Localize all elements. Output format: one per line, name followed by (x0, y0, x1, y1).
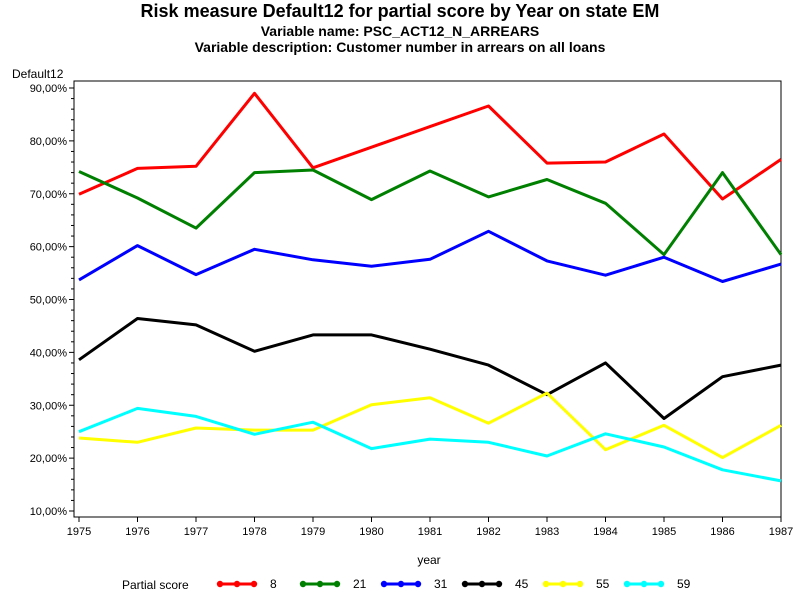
y-tick-label: 80,00% (30, 136, 68, 148)
x-tick-label: 1986 (710, 526, 734, 538)
chart-title: Risk measure Default12 for partial score… (140, 1, 660, 21)
legend-marker (478, 580, 486, 588)
legend-marker (461, 580, 469, 588)
legend-marker (299, 580, 307, 588)
legend-marker (657, 580, 665, 588)
legend-marker (542, 580, 550, 588)
x-tick-label: 1983 (535, 526, 559, 538)
series-line-59 (78, 406, 782, 483)
y-axis-label: Default12 (12, 67, 64, 81)
legend-marker (623, 580, 631, 588)
legend-label-31: 31 (434, 577, 448, 591)
x-tick-label: 1975 (67, 526, 91, 538)
legend-marker (576, 580, 584, 588)
x-tick-label: 1976 (125, 526, 149, 538)
legend-marker (333, 580, 341, 588)
series-line-8 (78, 91, 782, 201)
legend-marker (216, 580, 224, 588)
legend-label-45: 45 (515, 577, 529, 591)
x-tick-label: 1977 (184, 526, 208, 538)
x-tick-label: 1980 (359, 526, 383, 538)
legend-marker (640, 580, 648, 588)
series-line-55 (78, 391, 782, 460)
legend-marker (414, 580, 422, 588)
y-tick-label: 30,00% (30, 400, 68, 412)
legend-title: Partial score (122, 578, 189, 592)
legend-label-55: 55 (596, 577, 610, 591)
y-tick-label: 40,00% (30, 347, 68, 359)
x-tick-label: 1984 (593, 526, 617, 538)
x-tick-label: 1978 (242, 526, 266, 538)
y-tick-label: 50,00% (30, 295, 68, 307)
y-tick-label: 60,00% (30, 242, 68, 254)
legend-marker (233, 580, 241, 588)
y-tick-label: 20,00% (30, 453, 68, 465)
x-axis-label: year (417, 553, 440, 567)
series-line-21 (78, 168, 783, 257)
x-tick-label: 1981 (418, 526, 442, 538)
chart-subtitle-variable-description: Variable description: Customer number in… (194, 39, 606, 55)
x-tick-label: 1985 (652, 526, 676, 538)
legend-marker (316, 580, 324, 588)
legend-marker (380, 580, 388, 588)
chart-subtitle-variable-name: Variable name: PSC_ACT12_N_ARREARS (260, 23, 540, 39)
legend-marker (250, 580, 258, 588)
x-tick-label: 1982 (476, 526, 500, 538)
legend-label-21: 21 (353, 577, 367, 591)
y-tick-label: 90,00% (30, 83, 68, 95)
series-line-31 (78, 229, 782, 283)
legend-label-59: 59 (677, 577, 691, 591)
x-tick-label: 1979 (301, 526, 325, 538)
legend-marker (559, 580, 567, 588)
legend-label-8: 8 (270, 577, 277, 591)
y-tick-label: 10,00% (30, 506, 68, 518)
legend-marker (495, 580, 503, 588)
x-tick-label: 1987 (769, 526, 793, 538)
legend-marker (397, 580, 405, 588)
y-tick-label: 70,00% (30, 189, 68, 201)
series-line-45 (78, 317, 782, 420)
